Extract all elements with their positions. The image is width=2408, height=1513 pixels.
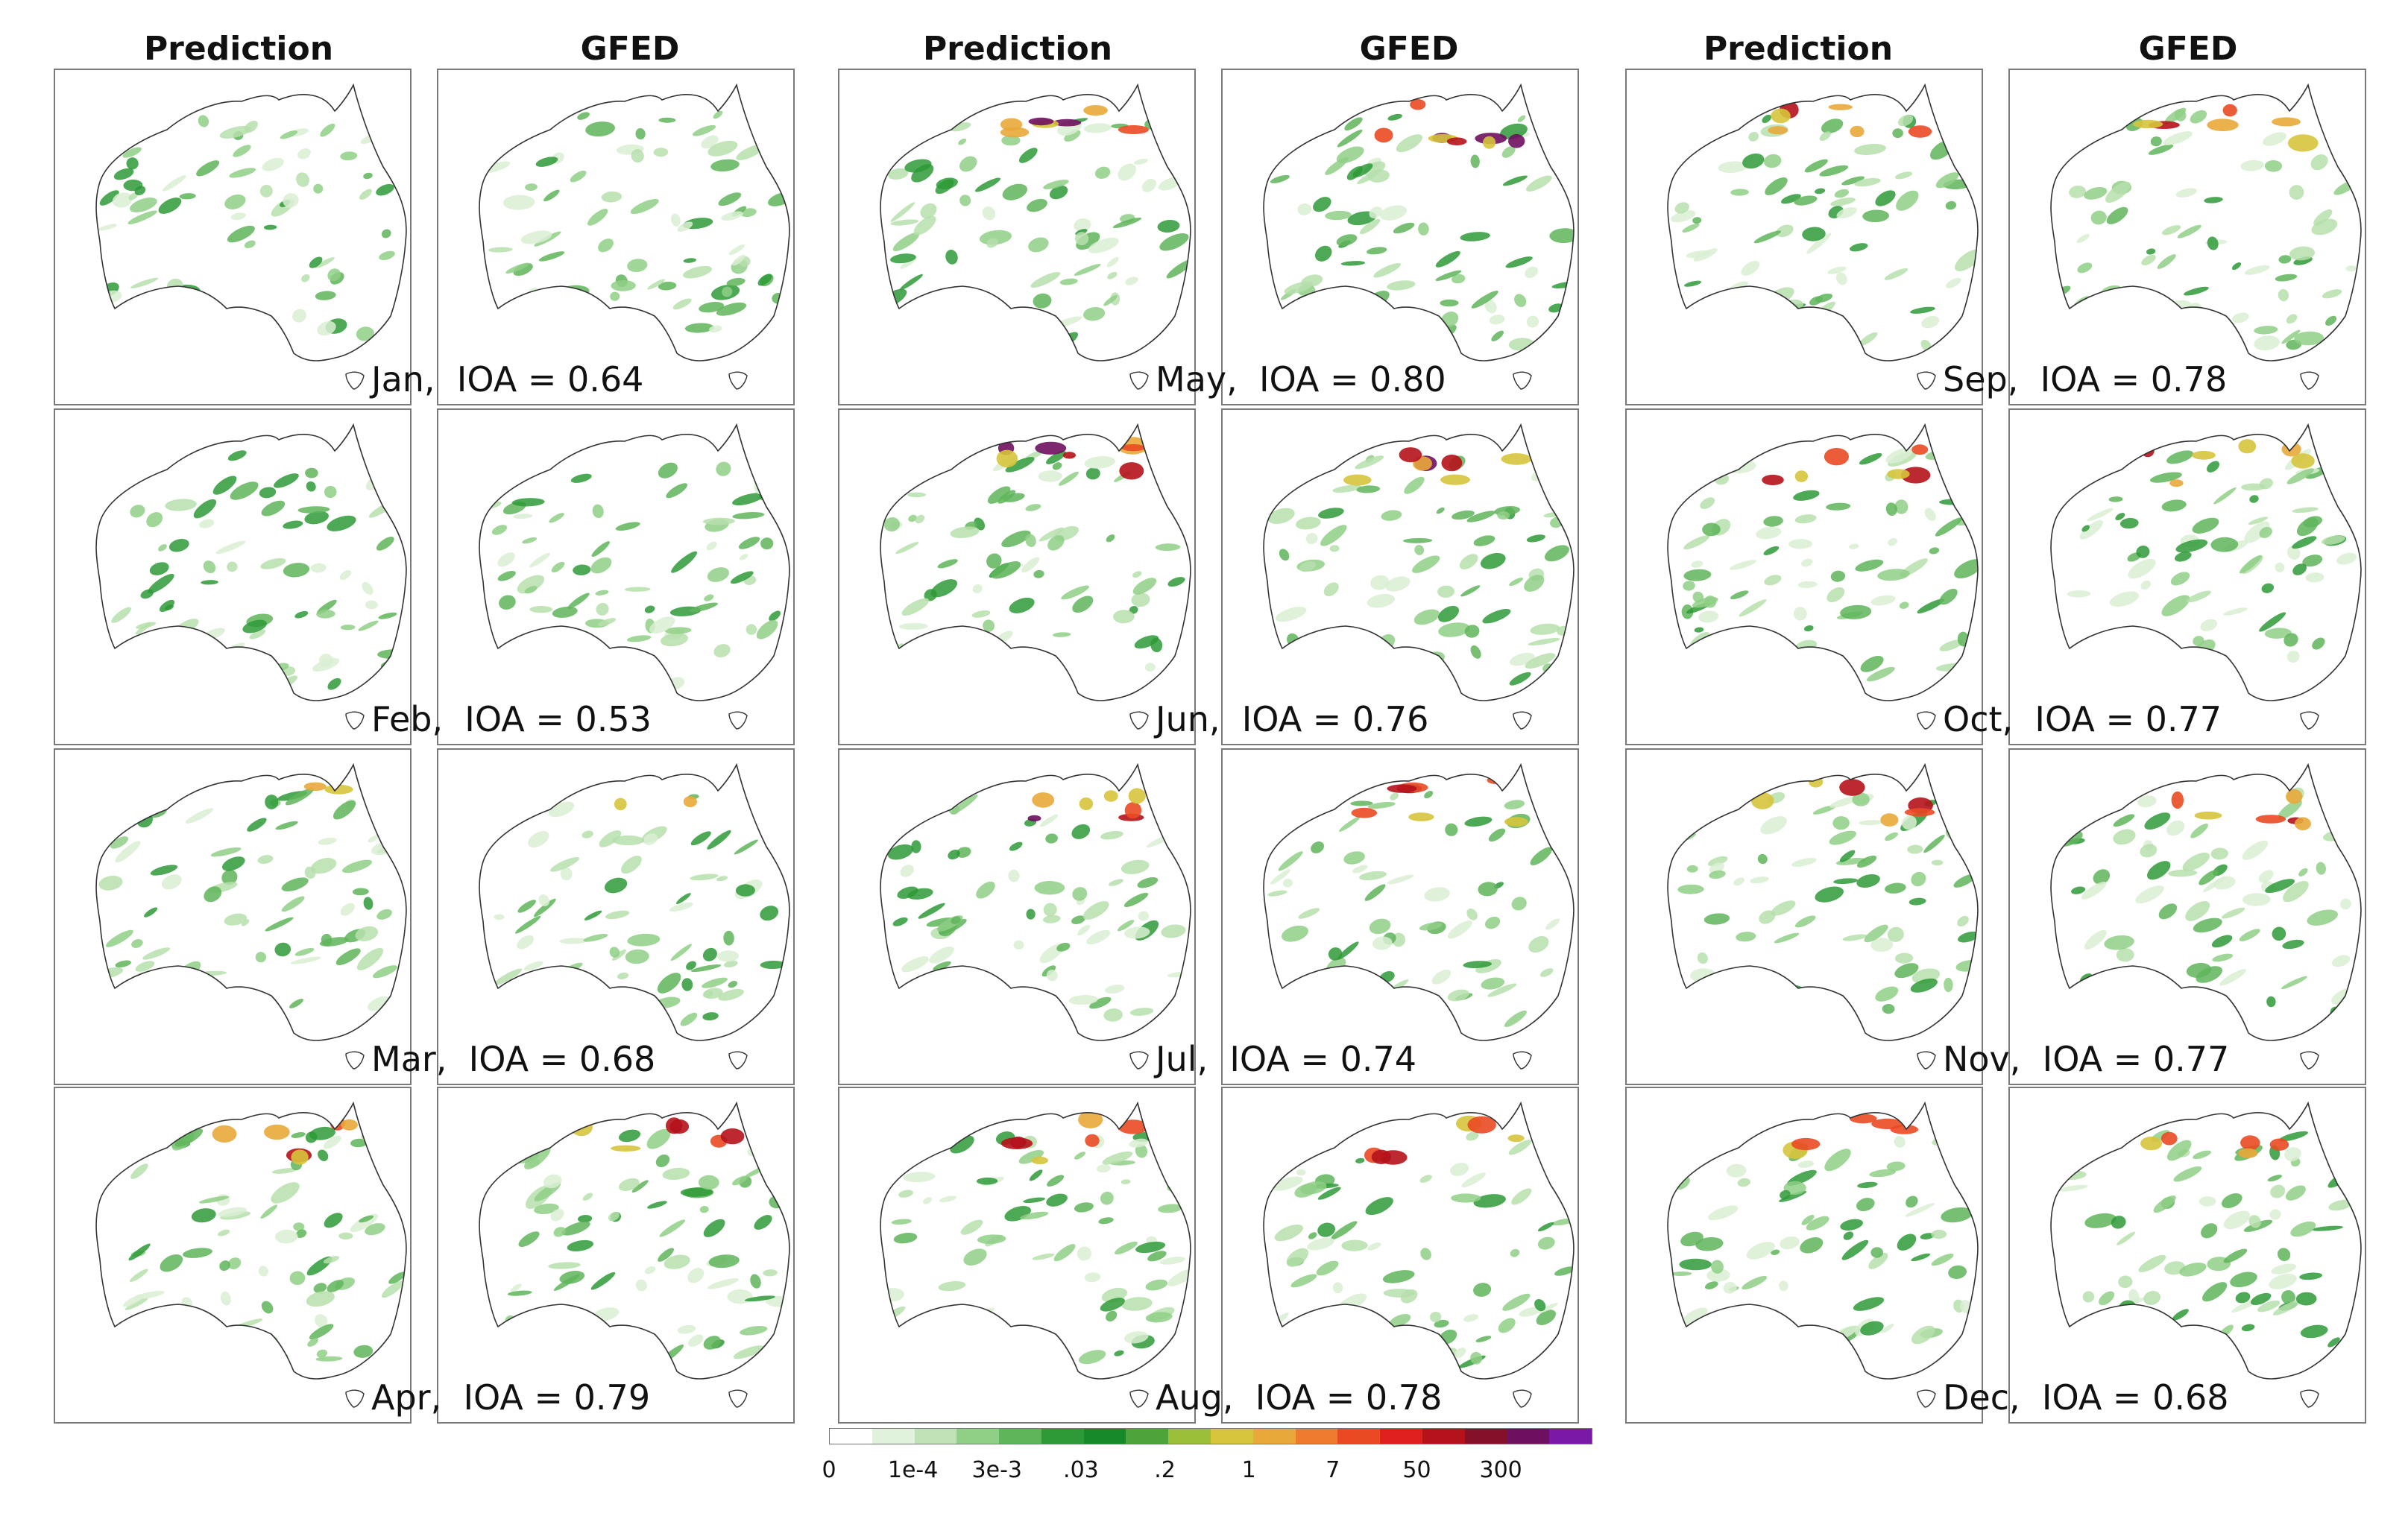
map-prediction-nov [1625,748,1983,1085]
australia-map-svg [479,423,790,730]
header-gfed-3: GFED [2138,30,2238,68]
colorbar-swatch-16 [1507,1429,1550,1444]
colorbar-swatch-12 [1337,1429,1381,1444]
map-gfed-apr [437,1087,795,1424]
australia-map-svg [2050,423,2362,730]
map-prediction-aug [838,1087,1196,1424]
colorbar-swatch-1 [872,1429,915,1444]
australia-map-svg [1667,83,1979,390]
colorbar-label-7: 50 [1402,1457,1431,1483]
map-gfed-may [1221,69,1579,405]
australia-map-svg [1263,1101,1575,1408]
australia-map-svg [880,1101,1191,1408]
colorbar-label-6: 7 [1326,1457,1340,1483]
map-prediction-dec [1625,1087,1983,1424]
map-gfed-feb [437,408,795,745]
colorbar-swatch-3 [956,1429,1000,1444]
australia-map-svg [1263,423,1575,730]
caption-apr: Apr, IOA = 0.79 [371,1377,651,1418]
map-gfed-nov [2008,748,2366,1085]
header-gfed-2: GFED [1359,30,1459,68]
map-gfed-jun [1221,408,1579,745]
australia-map-svg [880,762,1191,1070]
header-prediction-3: Prediction [1703,30,1894,68]
australia-map-svg [95,423,407,730]
map-gfed-aug [1221,1087,1579,1424]
caption-feb: Feb, IOA = 0.53 [371,699,652,739]
colorbar-swatch-11 [1295,1429,1338,1444]
australia-map-svg [1667,1101,1979,1408]
colorbar-swatch-8 [1168,1429,1211,1444]
australia-map-svg [2050,83,2362,390]
colorbar-swatch-5 [1041,1429,1084,1444]
colorbar-swatch-9 [1211,1429,1253,1444]
caption-may: May, IOA = 0.80 [1156,359,1446,399]
map-prediction-apr [54,1087,412,1424]
australia-map-svg [1263,83,1575,390]
caption-dec: Dec, IOA = 0.68 [1943,1377,2229,1418]
caption-jul: Jul, IOA = 0.74 [1156,1039,1417,1079]
map-prediction-may [838,69,1196,405]
caption-nov: Nov, IOA = 0.77 [1943,1039,2230,1079]
caption-oct: Oct, IOA = 0.77 [1943,699,2222,739]
caption-jan: Jan, IOA = 0.64 [371,359,644,399]
colorbar-label-2: 3e-3 [971,1457,1022,1483]
colorbar-label-0: 0 [822,1457,836,1483]
header-gfed-1: GFED [580,30,680,68]
colorbar-label-8: 300 [1479,1457,1522,1483]
header-prediction-2: Prediction [922,30,1113,68]
header-prediction-1: Prediction [143,30,334,68]
map-prediction-jul [838,748,1196,1085]
australia-map-svg [880,83,1191,390]
map-gfed-dec [2008,1087,2366,1424]
map-gfed-jul [1221,748,1579,1085]
map-gfed-sep [2008,69,2366,405]
colorbar-label-1: 1e-4 [887,1457,939,1483]
map-prediction-jun [838,408,1196,745]
colorbar-swatch-14 [1422,1429,1465,1444]
australia-map-svg [95,762,407,1070]
colorbar-label-4: .2 [1154,1457,1176,1483]
map-gfed-mar [437,748,795,1085]
map-prediction-oct [1625,408,1983,745]
colorbar-label-5: 1 [1241,1457,1256,1483]
map-gfed-oct [2008,408,2366,745]
colorbar-swatch-17 [1549,1429,1592,1444]
colorbar-swatch-4 [999,1429,1041,1444]
australia-map-svg [880,423,1191,730]
caption-mar: Mar, IOA = 0.68 [371,1039,656,1079]
map-prediction-sep [1625,69,1983,405]
caption-jun: Jun, IOA = 0.76 [1156,699,1429,739]
australia-map-svg [479,762,790,1070]
caption-sep: Sep, IOA = 0.78 [1943,359,2228,399]
map-prediction-jan [54,69,412,405]
colorbar-swatch-15 [1464,1429,1507,1444]
australia-map-svg [95,83,407,390]
australia-map-svg [479,1101,790,1408]
caption-aug: Aug, IOA = 0.78 [1156,1377,1443,1418]
australia-map-svg [1263,762,1575,1070]
colorbar [829,1428,1592,1444]
colorbar-swatch-2 [914,1429,957,1444]
map-prediction-mar [54,748,412,1085]
australia-map-svg [2050,762,2362,1070]
australia-map-svg [1667,423,1979,730]
colorbar-label-3: .03 [1063,1457,1099,1483]
australia-map-svg [479,83,790,390]
colorbar-swatch-7 [1126,1429,1169,1444]
australia-map-svg [2050,1101,2362,1408]
colorbar-swatch-6 [1083,1429,1126,1444]
map-gfed-jan [437,69,795,405]
australia-map-svg [95,1101,407,1408]
map-prediction-feb [54,408,412,745]
colorbar-swatch-0 [830,1429,872,1444]
australia-map-svg [1667,762,1979,1070]
colorbar-swatch-10 [1252,1429,1296,1444]
colorbar-swatch-13 [1380,1429,1422,1444]
